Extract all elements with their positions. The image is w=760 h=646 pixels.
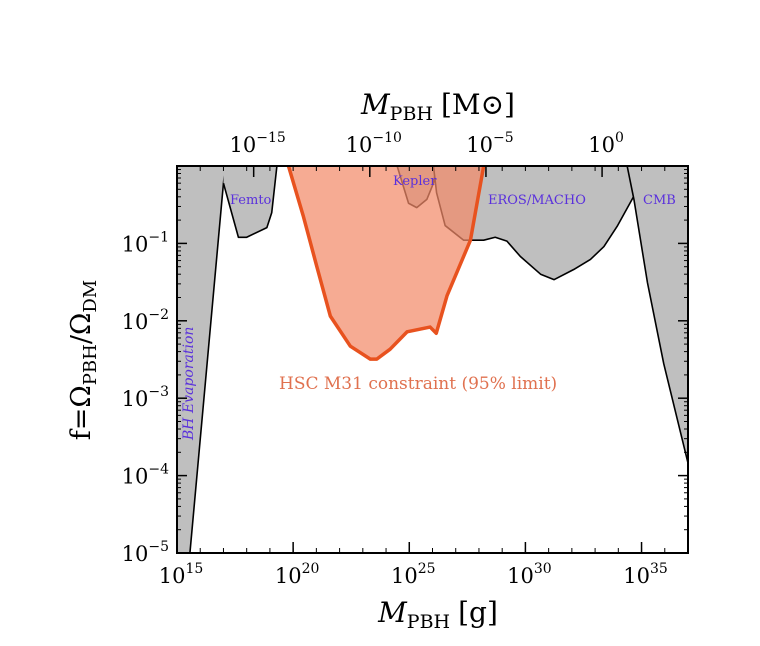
top-x-tick-label: 10−10 [346, 130, 402, 157]
x-tick-label: 1020 [275, 561, 320, 588]
top-x-axis-label: MPBH [M⊙] [360, 88, 515, 125]
curve-hsc-m31-constraint-95-limit [286, 166, 486, 361]
top-x-tick-label: 100 [588, 130, 624, 157]
x-axis-label: MPBH [g] [377, 596, 498, 633]
curve-femto [222, 166, 278, 239]
y-tick-label: 10−1 [122, 229, 169, 256]
y-tick-label: 10−5 [122, 539, 169, 566]
plot-frame [176, 165, 689, 554]
y-tick-label: 10−2 [122, 307, 169, 334]
y-tick-label: 10−3 [122, 384, 169, 411]
x-tick-label: 1015 [159, 561, 204, 588]
label-kepler: Kepler [393, 174, 437, 189]
regions-layer [177, 166, 688, 553]
region-femto [223, 166, 277, 238]
top-x-tick-label: 10−15 [230, 130, 286, 157]
top-x-tick-label: 10−5 [466, 130, 513, 157]
label-eros-macho: EROS/MACHO [488, 193, 586, 208]
region-eros-macho [433, 166, 641, 280]
label-hsc-constraint: HSC M31 constraint (95% limit) [279, 374, 557, 394]
label-cmb: CMB [643, 193, 676, 208]
region-cmb [627, 166, 688, 464]
label-bh-evaporation: BH Evaporation [181, 327, 197, 441]
ticks-layer: 1015 1020 1025 1030 1035 10−15 10−10 10−5 100 10−… [122, 130, 689, 588]
region-bh-evaporation [177, 166, 226, 553]
y-tick-label: 10−4 [122, 462, 169, 489]
x-tick-label: 1035 [623, 561, 668, 588]
y-axis-label: f=ΩPBH/ΩDM [66, 280, 101, 440]
x-tick-label: 1025 [391, 561, 436, 588]
x-tick-label: 1030 [507, 561, 552, 588]
label-femto: Femto [230, 193, 272, 208]
region-hsc-m31-constraint-95-limit [288, 166, 484, 360]
curve-cmb [626, 166, 688, 464]
